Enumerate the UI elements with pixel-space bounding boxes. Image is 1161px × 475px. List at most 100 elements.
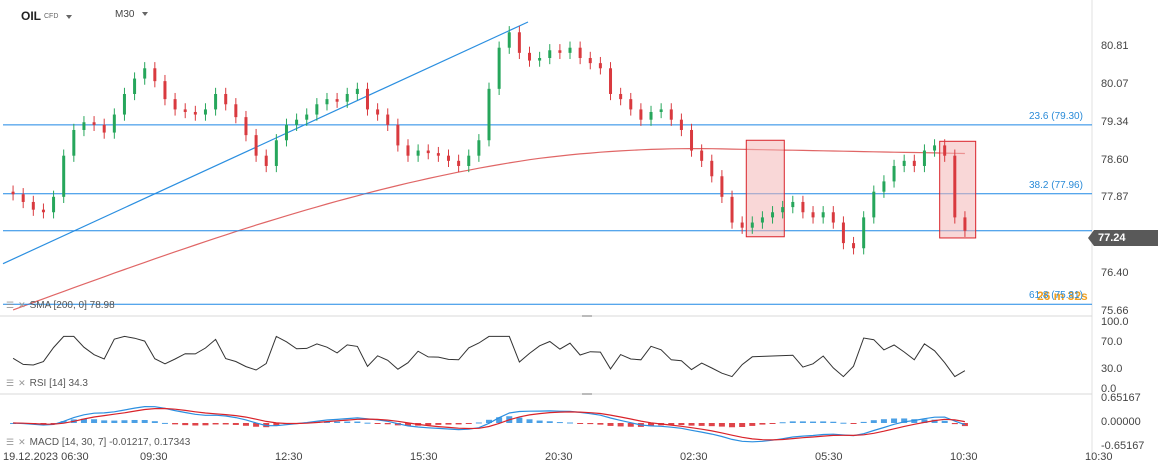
macd-histogram-bar — [901, 418, 908, 423]
fib-level-label: 61.8 (75.81) — [1029, 290, 1083, 302]
timeframe-selector[interactable]: M30 — [115, 9, 149, 20]
candle — [406, 139, 410, 162]
macd-histogram-bar — [475, 422, 482, 424]
candle — [771, 206, 775, 224]
macd-histogram-bar — [425, 423, 432, 426]
candle — [517, 26, 521, 60]
candle-body — [740, 222, 744, 228]
candle-body — [517, 32, 521, 53]
candle — [943, 139, 947, 162]
settings-icon[interactable]: ☰ — [6, 378, 15, 388]
candle — [133, 72, 137, 101]
candle-body — [355, 88, 359, 94]
close-icon[interactable]: ✕ — [18, 437, 26, 447]
candle-body — [852, 243, 856, 249]
chevron-down-icon[interactable] — [66, 14, 73, 19]
macd-histogram-bar — [101, 420, 108, 423]
candle — [730, 190, 734, 229]
candle — [163, 74, 167, 106]
macd-indicator-label[interactable]: ☰ ✕ MACD [14, 30, 7] -0.01217, 0.17343 — [6, 437, 190, 448]
candle-body — [82, 122, 86, 130]
close-icon[interactable]: ✕ — [18, 300, 26, 310]
macd-histogram-bar — [891, 418, 898, 423]
candle — [588, 51, 592, 70]
macd-histogram-bar — [536, 420, 543, 423]
candle-body — [609, 68, 613, 94]
candle — [224, 87, 228, 111]
candle — [852, 236, 856, 255]
candle — [649, 105, 653, 126]
candle — [52, 190, 56, 219]
candle-body — [791, 201, 795, 208]
macd-histogram-bar — [759, 423, 766, 425]
macd-histogram-bar — [445, 423, 452, 425]
timeframe-label: M30 — [115, 9, 135, 20]
candle-body — [619, 93, 623, 100]
macd-histogram-bar — [50, 423, 57, 424]
sma-indicator-label[interactable]: ☰ ✕ SMA [200, 0] 78.98 — [6, 300, 115, 311]
macd-histogram-bar — [729, 423, 736, 428]
macd-histogram-bar — [516, 417, 523, 423]
macd-histogram-bar — [131, 419, 138, 423]
time-tick-label: 20:30 — [545, 451, 573, 463]
macd-histogram-bar — [404, 423, 411, 426]
macd-histogram-bar — [870, 420, 877, 423]
macd-histogram-bar — [951, 423, 958, 425]
candle — [335, 92, 339, 108]
candle-body — [254, 135, 258, 156]
candle — [214, 87, 218, 116]
rsi-indicator-label[interactable]: ☰ ✕ RSI [14] 34.3 — [6, 378, 88, 389]
candle-body — [234, 104, 238, 118]
candle — [963, 211, 967, 237]
candle — [862, 211, 866, 255]
macd-histogram-bar — [810, 421, 817, 423]
candle-body — [760, 217, 764, 223]
close-icon[interactable]: ✕ — [18, 378, 26, 388]
candle-body — [436, 153, 440, 156]
candle — [700, 144, 704, 167]
candle-body — [629, 99, 633, 110]
macd-histogram-bar — [678, 423, 685, 426]
sma-label-text: SMA [200, 0] 78.98 — [29, 300, 115, 311]
time-tick-label: 10:30 — [1085, 451, 1113, 463]
candle — [791, 195, 795, 214]
settings-icon[interactable]: ☰ — [6, 300, 15, 310]
time-tick-label: 05:30 — [815, 451, 843, 463]
candle-body — [710, 160, 714, 177]
candle-body — [264, 155, 268, 166]
trendline — [2, 21, 529, 265]
candle-body — [912, 160, 916, 166]
macd-line — [13, 405, 966, 443]
time-tick-label: 12:30 — [275, 451, 303, 463]
macd-histogram-bar — [648, 423, 655, 427]
candle — [143, 62, 147, 85]
candle — [619, 87, 623, 106]
candle-body — [143, 68, 147, 79]
symbol-selector[interactable]: OIL CFD — [21, 9, 73, 23]
candle-body — [163, 81, 167, 100]
fibonacci-levels — [3, 124, 1092, 305]
candle-body — [365, 88, 369, 110]
macd-tick-label: 0.00000 — [1101, 416, 1141, 428]
candle-body — [11, 191, 15, 195]
candle — [872, 185, 876, 224]
candle-body — [92, 122, 96, 125]
settings-icon[interactable]: ☰ — [6, 437, 15, 447]
macd-histogram-bar — [232, 423, 239, 425]
candle-body — [193, 111, 197, 115]
fib-level-label: 23.6 (79.30) — [1029, 110, 1083, 122]
sma-200-path — [12, 148, 965, 311]
macd-histogram-bar — [364, 422, 371, 424]
candle — [82, 116, 86, 137]
candle — [841, 216, 845, 250]
macd-histogram-bar — [698, 423, 705, 426]
candle — [679, 113, 683, 137]
candle-body — [457, 160, 461, 166]
candle-body — [406, 145, 410, 156]
chevron-down-icon[interactable] — [142, 12, 149, 17]
macd-histogram-bar — [455, 423, 462, 425]
macd-histogram-bar — [789, 421, 796, 423]
macd-histogram-bar — [921, 419, 928, 423]
candle-body — [52, 196, 56, 213]
candle-body — [386, 114, 390, 125]
